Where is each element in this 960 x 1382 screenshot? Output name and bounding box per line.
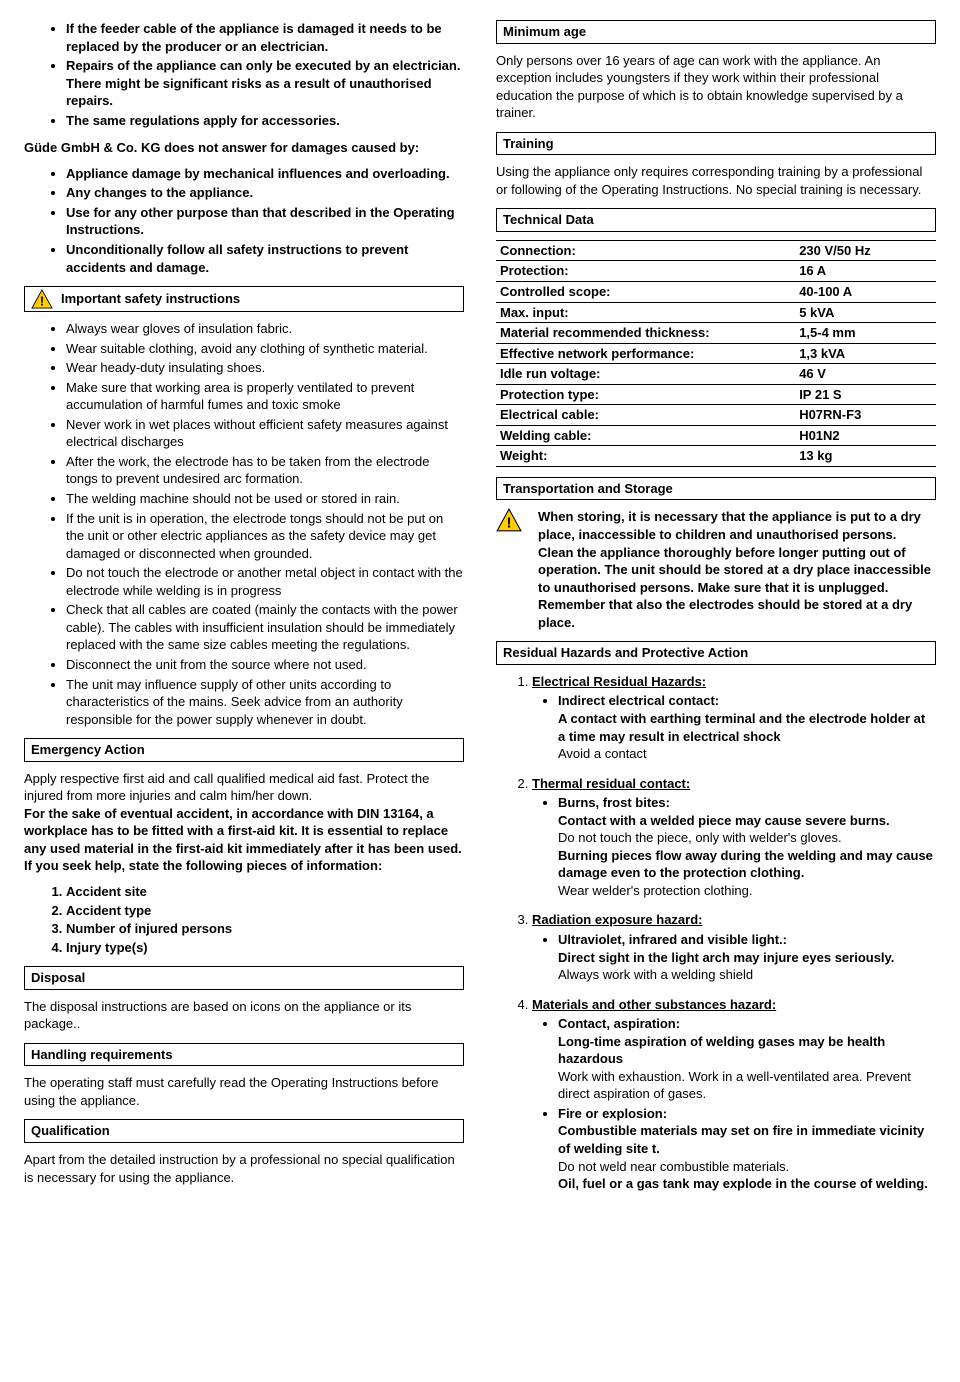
table-row: Controlled scope:40-100 A [496,282,936,303]
svg-text:!: ! [40,293,44,308]
list-item: Wear suitable clothing, avoid any clothi… [66,340,464,358]
list-item: Never work in wet places without efficie… [66,416,464,451]
list-item: Repairs of the appliance can only be exe… [66,57,464,110]
right-column: Minimum age Only persons over 16 years o… [496,20,936,1205]
hazard-sublist: Indirect electrical contact: A contact w… [532,692,936,762]
hazard-title: Materials and other substances hazard: [532,997,776,1012]
safety-instructions-head: ! Important safety instructions [24,286,464,312]
warning-icon: ! [496,508,522,532]
transport-head: Transportation and Storage [496,477,936,501]
list-item: Ultraviolet, infrared and visible light.… [558,931,936,984]
warning-icon: ! [31,289,53,309]
table-row: Effective network performance:1,3 kVA [496,343,936,364]
training-head: Training [496,132,936,156]
list-item: Wear heady-duty insulating shoes. [66,359,464,377]
minage-head: Minimum age [496,20,936,44]
list-item: Accident type [66,902,464,920]
list-item: Disconnect the unit from the source wher… [66,656,464,674]
hazard-title: Electrical Residual Hazards: [532,674,706,689]
hazards-list: Electrical Residual Hazards: Indirect el… [496,673,936,1193]
list-item: Unconditionally follow all safety instru… [66,241,464,276]
list-item: The welding machine should not be used o… [66,490,464,508]
disposal-head: Disposal [24,966,464,990]
emergency-p1: Apply respective first aid and call qual… [24,770,464,875]
list-item: The same regulations apply for accessori… [66,112,464,130]
intro-bullets: If the feeder cable of the appliance is … [24,20,464,129]
emergency-list: Accident site Accident type Number of in… [24,883,464,956]
table-row: Protection type:IP 21 S [496,384,936,405]
table-row: Max. input:5 kVA [496,302,936,323]
hazard-sublist: Burns, frost bites: Contact with a welde… [532,794,936,899]
list-item: Injury type(s) [66,939,464,957]
table-row: Weight:13 kg [496,446,936,467]
damages-intro: Güde GmbH & Co. KG does not answer for d… [24,139,464,157]
hazard-item: Electrical Residual Hazards: Indirect el… [532,673,936,763]
hazard-item: Radiation exposure hazard: Ultraviolet, … [532,911,936,983]
table-row: Welding cable:H01N2 [496,425,936,446]
list-item: The unit may influence supply of other u… [66,676,464,729]
safety-bullets: Always wear gloves of insulation fabric.… [24,320,464,728]
page-columns: If the feeder cable of the appliance is … [24,20,936,1205]
techdata-table: Connection:230 V/50 Hz Protection:16 A C… [496,240,936,467]
storage-text: When storing, it is necessary that the a… [538,508,936,631]
list-item: Make sure that working area is properly … [66,379,464,414]
qualification-body: Apart from the detailed instruction by a… [24,1151,464,1186]
storage-block: ! When storing, it is necessary that the… [496,508,936,631]
table-row: Protection:16 A [496,261,936,282]
disposal-body: The disposal instructions are based on i… [24,998,464,1033]
list-item: Appliance damage by mechanical influence… [66,165,464,183]
svg-text:!: ! [506,515,511,532]
minage-body: Only persons over 16 years of age can wo… [496,52,936,122]
handling-head: Handling requirements [24,1043,464,1067]
list-item: Indirect electrical contact: A contact w… [558,692,936,762]
list-item: Number of injured persons [66,920,464,938]
hazard-title: Radiation exposure hazard: [532,912,702,927]
list-item: Fire or explosion: Combustible materials… [558,1105,936,1193]
list-item: Any changes to the appliance. [66,184,464,202]
table-row: Material recommended thickness:1,5-4 mm [496,323,936,344]
list-item: Accident site [66,883,464,901]
techdata-head: Technical Data [496,208,936,232]
handling-body: The operating staff must carefully read … [24,1074,464,1109]
list-item: Burns, frost bites: Contact with a welde… [558,794,936,899]
safety-head-label: Important safety instructions [61,290,240,308]
hazard-sublist: Contact, aspiration: Long-time aspiratio… [532,1015,936,1192]
list-item: Use for any other purpose than that desc… [66,204,464,239]
hazard-title: Thermal residual contact: [532,776,690,791]
table-row: Idle run voltage:46 V [496,364,936,385]
list-item: Do not touch the electrode or another me… [66,564,464,599]
hazard-item: Materials and other substances hazard: C… [532,996,936,1193]
table-row: Connection:230 V/50 Hz [496,240,936,261]
damages-bullets: Appliance damage by mechanical influence… [24,165,464,276]
list-item: After the work, the electrode has to be … [66,453,464,488]
hazard-item: Thermal residual contact: Burns, frost b… [532,775,936,900]
training-body: Using the appliance only requires corres… [496,163,936,198]
left-column: If the feeder cable of the appliance is … [24,20,464,1205]
list-item: If the unit is in operation, the electro… [66,510,464,563]
qualification-head: Qualification [24,1119,464,1143]
list-item: Contact, aspiration: Long-time aspiratio… [558,1015,936,1103]
hazard-sublist: Ultraviolet, infrared and visible light.… [532,931,936,984]
table-row: Electrical cable:H07RN-F3 [496,405,936,426]
list-item: Always wear gloves of insulation fabric. [66,320,464,338]
residual-head: Residual Hazards and Protective Action [496,641,936,665]
list-item: Check that all cables are coated (mainly… [66,601,464,654]
list-item: If the feeder cable of the appliance is … [66,20,464,55]
emergency-head: Emergency Action [24,738,464,762]
